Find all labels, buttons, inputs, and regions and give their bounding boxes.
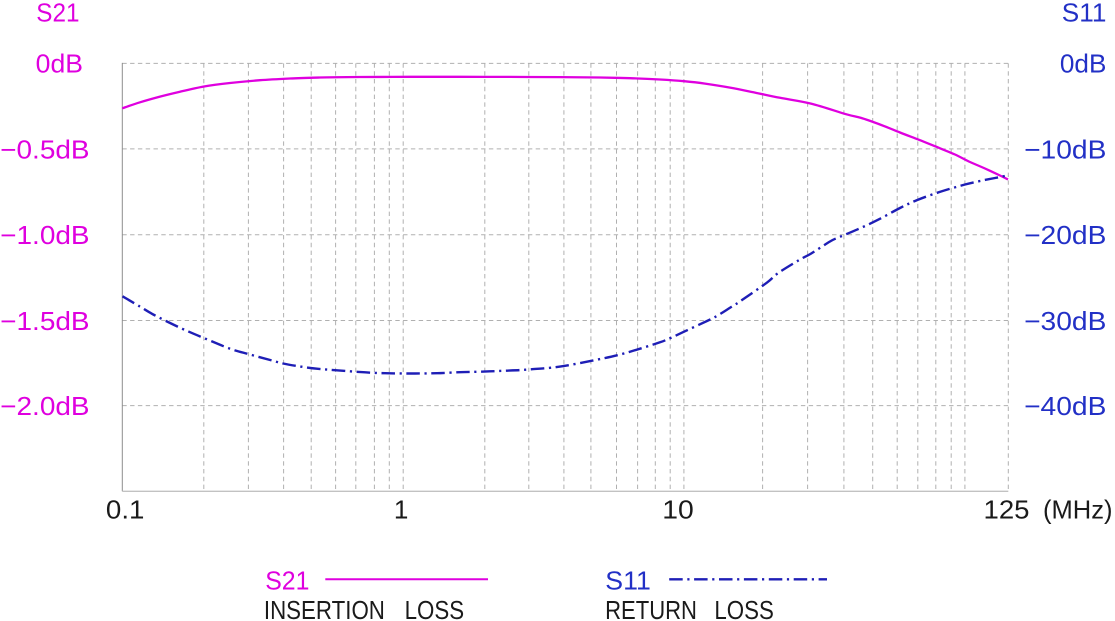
svg-text:S21: S21 bbox=[265, 565, 309, 595]
svg-text:125: 125 bbox=[984, 494, 1030, 524]
svg-text:−40dB: −40dB bbox=[1024, 391, 1106, 421]
svg-text:−0.5dB: −0.5dB bbox=[0, 134, 89, 164]
svg-text:−10dB: −10dB bbox=[1024, 134, 1106, 164]
svg-text:0dB: 0dB bbox=[36, 49, 83, 79]
svg-text:S11: S11 bbox=[605, 565, 651, 595]
svg-text:S21: S21 bbox=[36, 0, 79, 27]
svg-text:RETURN: RETURN bbox=[605, 595, 697, 621]
svg-text:LOSS: LOSS bbox=[714, 595, 774, 621]
svg-text:10: 10 bbox=[662, 494, 694, 524]
svg-text:LOSS: LOSS bbox=[405, 595, 465, 621]
svg-text:S11: S11 bbox=[1062, 0, 1107, 27]
svg-text:(MHz): (MHz) bbox=[1043, 494, 1113, 524]
svg-text:1: 1 bbox=[394, 494, 409, 524]
svg-text:−20dB: −20dB bbox=[1024, 220, 1106, 250]
svg-text:0.1: 0.1 bbox=[106, 494, 145, 524]
svg-text:−2.0dB: −2.0dB bbox=[0, 391, 89, 421]
svg-text:−1.5dB: −1.5dB bbox=[0, 306, 89, 336]
svg-text:−1.0dB: −1.0dB bbox=[0, 220, 89, 250]
svg-text:INSERTION: INSERTION bbox=[264, 595, 385, 621]
svg-text:−30dB: −30dB bbox=[1024, 306, 1106, 336]
svg-text:0dB: 0dB bbox=[1060, 49, 1107, 79]
